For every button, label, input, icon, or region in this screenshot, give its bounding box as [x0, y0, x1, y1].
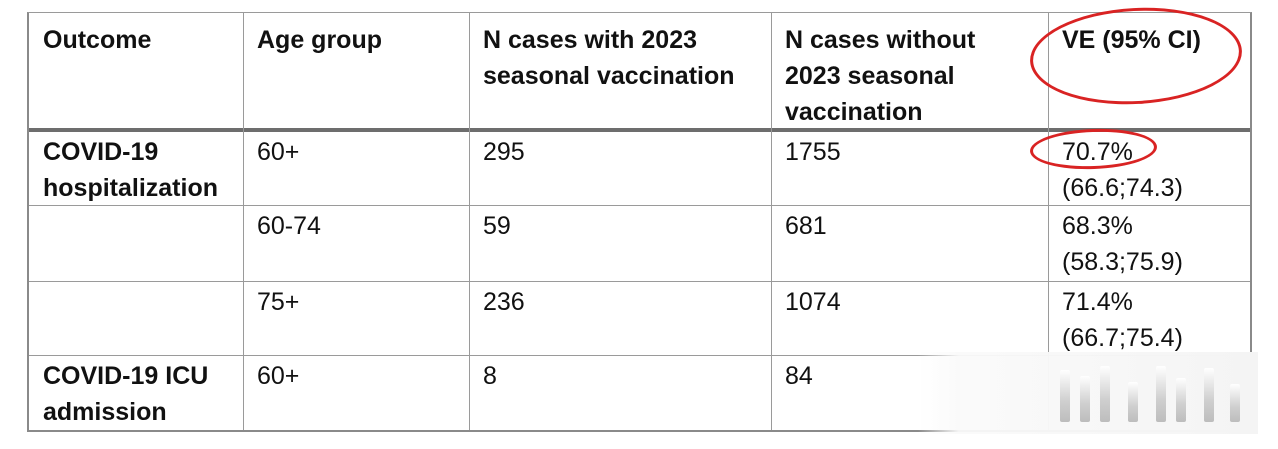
header-divider: [29, 128, 1250, 132]
row-divider: [29, 281, 1250, 282]
row-with-vaccination: 236: [469, 282, 771, 355]
watermark-bar: [1156, 366, 1166, 422]
header-outcome-label: Outcome: [43, 26, 152, 54]
table-row: COVID-19 hospitalization 60+ 295 1755 70…: [29, 132, 1250, 205]
with-vaccination-value: 59: [483, 212, 511, 240]
ci-value: (66.6;74.3): [1062, 174, 1183, 202]
header-with-vaccination-line1: N cases with 2023: [483, 26, 698, 54]
row-age-group: 60-74: [243, 206, 469, 281]
age-group-value: 60-74: [257, 212, 321, 240]
age-group-value: 75+: [257, 288, 300, 316]
without-vaccination-value: 1074: [785, 288, 841, 316]
header-without-vaccination: N cases without 2023 seasonal vaccinatio…: [771, 13, 1048, 129]
row-ve: 68.3% (58.3;75.9): [1048, 206, 1250, 281]
header-without-vaccination-line1: N cases without: [785, 26, 976, 54]
ve-value: 68.3%: [1062, 212, 1133, 240]
row-outcome-line2: hospitalization: [43, 174, 218, 202]
row-age-group: 75+: [243, 282, 469, 355]
watermark-bar: [1060, 370, 1070, 422]
with-vaccination-value: 295: [483, 138, 525, 166]
table-row: 60-74 59 681 68.3% (58.3;75.9): [29, 206, 1250, 281]
row-outcome: COVID-19 hospitalization: [29, 132, 243, 205]
row-without-vaccination: 1755: [771, 132, 1048, 205]
with-vaccination-value: 8: [483, 362, 497, 390]
ci-value: (66.7;75.4): [1062, 324, 1183, 352]
column-divider: [1048, 13, 1049, 430]
header-age-group-label: Age group: [257, 26, 382, 54]
row-without-vaccination: 1074: [771, 282, 1048, 355]
watermark-bar: [1128, 382, 1138, 422]
row-outcome-line2: admission: [43, 398, 167, 426]
table-row: COVID-19 ICU admission 60+ 8 84: [29, 356, 1250, 431]
row-without-vaccination: 681: [771, 206, 1048, 281]
without-vaccination-value: 681: [785, 212, 827, 240]
table-row: 75+ 236 1074 71.4% (66.7;75.4): [29, 282, 1250, 355]
column-divider: [771, 13, 772, 430]
watermark-bar: [1204, 368, 1214, 422]
row-outcome-line1: COVID-19 ICU: [43, 362, 209, 390]
header-without-vaccination-line2: 2023 seasonal: [785, 62, 955, 90]
ci-value: (58.3;75.9): [1062, 248, 1183, 276]
header-ve: VE (95% CI): [1048, 13, 1250, 129]
vaccine-effectiveness-table: Outcome Age group N cases with 2023 seas…: [27, 12, 1252, 432]
ve-value: 70.7%: [1062, 138, 1133, 166]
watermark-bar: [1230, 384, 1240, 422]
watermark-bar: [1176, 378, 1186, 422]
header-with-vaccination-line2: seasonal vaccination: [483, 62, 735, 90]
ve-value: 71.4%: [1062, 288, 1133, 316]
watermark-bar: [1100, 366, 1110, 422]
header-ve-label: VE (95% CI): [1062, 26, 1201, 54]
header-without-vaccination-line3: vaccination: [785, 98, 923, 126]
row-outcome: COVID-19 ICU admission: [29, 356, 243, 431]
table-header-row: Outcome Age group N cases with 2023 seas…: [29, 13, 1250, 129]
row-age-group: 60+: [243, 132, 469, 205]
row-outcome: [29, 282, 243, 355]
without-vaccination-value: 84: [785, 362, 813, 390]
header-age-group: Age group: [243, 13, 469, 129]
header-outcome: Outcome: [29, 13, 243, 129]
row-age-group: 60+: [243, 356, 469, 431]
column-divider: [469, 13, 470, 430]
without-vaccination-value: 1755: [785, 138, 841, 166]
row-with-vaccination: 8: [469, 356, 771, 431]
row-ve: 70.7% (66.6;74.3): [1048, 132, 1250, 205]
row-ve: 71.4% (66.7;75.4): [1048, 282, 1250, 355]
column-divider: [243, 13, 244, 430]
watermark-bar: [1080, 376, 1090, 422]
header-with-vaccination: N cases with 2023 seasonal vaccination: [469, 13, 771, 129]
with-vaccination-value: 236: [483, 288, 525, 316]
row-outcome-line1: COVID-19: [43, 138, 159, 166]
row-divider: [29, 355, 1250, 356]
age-group-value: 60+: [257, 362, 300, 390]
row-with-vaccination: 295: [469, 132, 771, 205]
row-divider: [29, 205, 1250, 206]
age-group-value: 60+: [257, 138, 300, 166]
watermark: [918, 352, 1258, 434]
row-outcome: [29, 206, 243, 281]
row-with-vaccination: 59: [469, 206, 771, 281]
row-without-vaccination: 84: [771, 356, 1048, 431]
